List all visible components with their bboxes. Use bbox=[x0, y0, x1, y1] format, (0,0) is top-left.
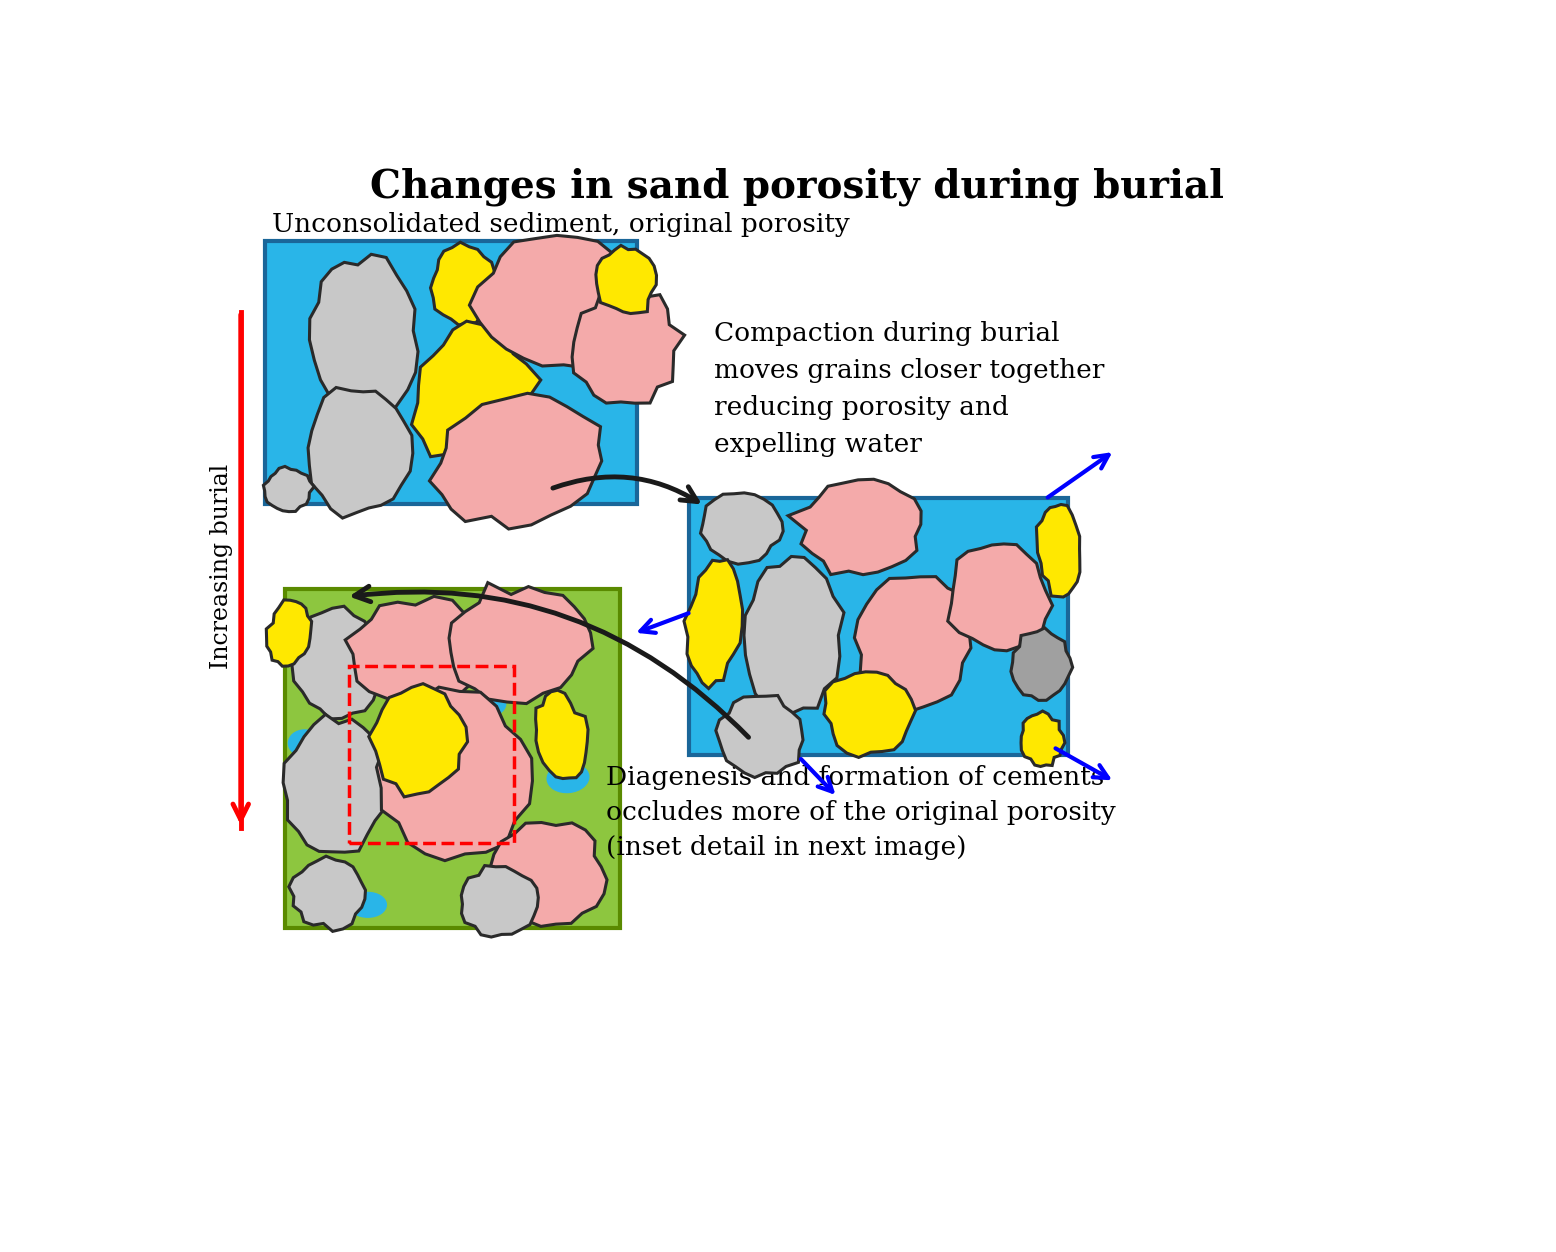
Polygon shape bbox=[596, 245, 657, 313]
Ellipse shape bbox=[288, 729, 322, 757]
Ellipse shape bbox=[546, 762, 590, 794]
Polygon shape bbox=[700, 493, 783, 565]
Text: Unconsolidated sediment, original porosity: Unconsolidated sediment, original porosi… bbox=[272, 213, 850, 238]
Text: Changes in sand porosity during burial: Changes in sand porosity during burial bbox=[370, 168, 1225, 207]
Polygon shape bbox=[948, 543, 1052, 651]
Polygon shape bbox=[685, 560, 742, 689]
Bar bbox=[689, 498, 1069, 755]
Polygon shape bbox=[411, 321, 541, 468]
Bar bbox=[285, 590, 621, 928]
Polygon shape bbox=[308, 387, 412, 518]
Polygon shape bbox=[289, 856, 366, 931]
Polygon shape bbox=[1021, 711, 1064, 766]
Bar bbox=[266, 242, 638, 505]
Polygon shape bbox=[744, 556, 843, 714]
Polygon shape bbox=[431, 242, 495, 326]
Polygon shape bbox=[263, 467, 314, 512]
Polygon shape bbox=[573, 290, 685, 403]
Text: Compaction during burial
moves grains closer together
reducing porosity and
expe: Compaction during burial moves grains cl… bbox=[714, 321, 1105, 457]
Polygon shape bbox=[266, 600, 311, 666]
Polygon shape bbox=[470, 235, 643, 368]
Polygon shape bbox=[1036, 505, 1080, 597]
Ellipse shape bbox=[535, 610, 577, 637]
Polygon shape bbox=[377, 687, 532, 860]
Polygon shape bbox=[854, 577, 971, 712]
Bar bbox=[349, 666, 513, 844]
Text: Diagenesis and formation of cements
occludes more of the original porosity
(inse: Diagenesis and formation of cements occl… bbox=[607, 765, 1116, 860]
Polygon shape bbox=[489, 823, 607, 926]
Polygon shape bbox=[461, 865, 538, 936]
Polygon shape bbox=[1011, 629, 1072, 700]
Polygon shape bbox=[345, 596, 492, 706]
Ellipse shape bbox=[299, 615, 352, 649]
Polygon shape bbox=[787, 480, 921, 575]
Polygon shape bbox=[369, 684, 467, 798]
Ellipse shape bbox=[414, 612, 461, 640]
Polygon shape bbox=[310, 254, 419, 422]
Polygon shape bbox=[429, 393, 602, 530]
Ellipse shape bbox=[349, 891, 387, 918]
Polygon shape bbox=[825, 672, 915, 757]
Ellipse shape bbox=[476, 694, 506, 716]
Text: Increasing burial: Increasing burial bbox=[210, 463, 233, 669]
Polygon shape bbox=[450, 582, 593, 704]
Polygon shape bbox=[283, 715, 389, 853]
Polygon shape bbox=[716, 696, 803, 777]
Polygon shape bbox=[535, 690, 588, 779]
Polygon shape bbox=[291, 606, 381, 719]
